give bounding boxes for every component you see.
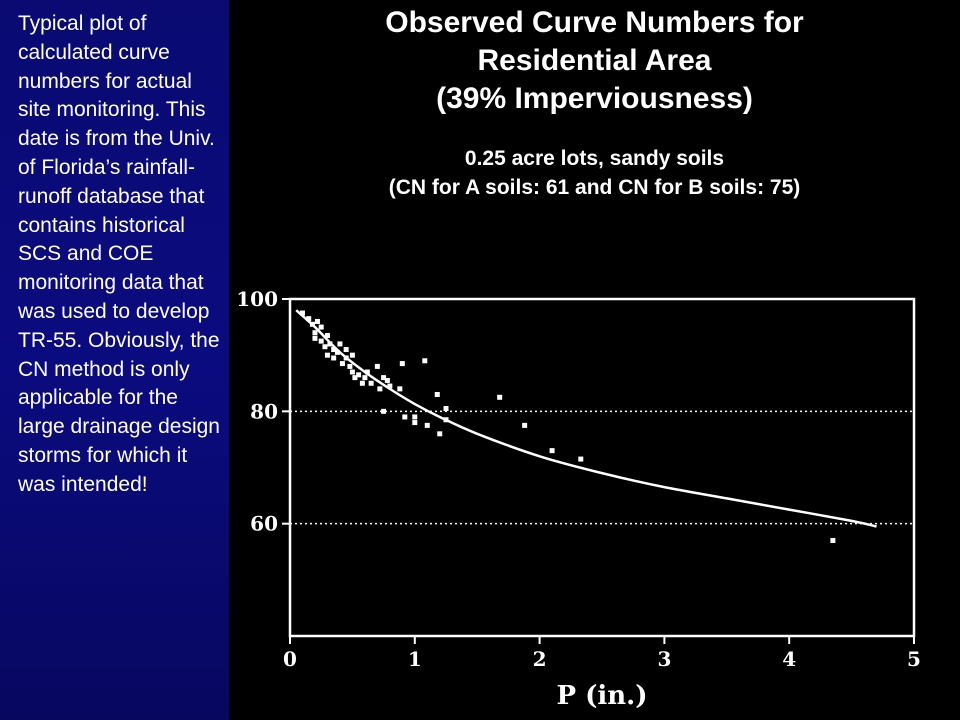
chart-title-line-2: Residential Area bbox=[477, 44, 712, 77]
data-point-39 bbox=[422, 358, 428, 364]
data-point-24 bbox=[359, 380, 365, 386]
data-point-14 bbox=[334, 349, 340, 355]
y-tick-label-60: 60 bbox=[250, 512, 278, 536]
data-point-7 bbox=[318, 338, 324, 344]
chart-subtitle-line-2: (CN for A soils: 61 and CN for B soils: … bbox=[388, 176, 801, 199]
chart-subtitle-line-1: 0.25 acre lots, sandy soils bbox=[464, 147, 725, 170]
data-point-41 bbox=[434, 391, 440, 397]
x-tick-label-1: 1 bbox=[408, 647, 422, 671]
data-point-18 bbox=[349, 352, 355, 358]
data-point-25 bbox=[362, 375, 368, 381]
data-point-42 bbox=[443, 406, 449, 412]
data-point-26 bbox=[364, 369, 370, 375]
data-point-47 bbox=[549, 448, 555, 454]
data-point-43 bbox=[443, 417, 449, 423]
data-point-15 bbox=[337, 341, 343, 347]
data-point-40 bbox=[424, 422, 430, 428]
data-point-4 bbox=[314, 318, 320, 324]
x-tick-label-5: 5 bbox=[907, 647, 921, 671]
data-point-0 bbox=[299, 310, 305, 316]
data-point-31 bbox=[384, 377, 390, 383]
data-point-8 bbox=[322, 344, 328, 350]
data-point-1 bbox=[306, 316, 312, 322]
x-tick-label-2: 2 bbox=[533, 647, 547, 671]
x-axis-label: P (in.) bbox=[556, 681, 647, 711]
data-point-36 bbox=[402, 414, 408, 420]
data-point-46 bbox=[522, 422, 528, 428]
x-tick-label-4: 4 bbox=[782, 647, 796, 671]
data-point-20 bbox=[349, 369, 355, 375]
y-tick-label-100: 100 bbox=[236, 287, 278, 311]
data-point-2 bbox=[309, 321, 315, 327]
plot-frame bbox=[288, 297, 916, 638]
data-point-38 bbox=[412, 414, 418, 420]
data-point-19 bbox=[347, 363, 353, 369]
fitted-curve-line bbox=[295, 309, 877, 528]
chart-title-line-3: (39% Imperviousness) bbox=[436, 82, 753, 115]
data-point-16 bbox=[339, 361, 345, 367]
data-point-5 bbox=[318, 324, 324, 330]
data-point-49 bbox=[830, 538, 836, 544]
data-point-17 bbox=[343, 355, 349, 361]
x-tick-label-0: 0 bbox=[283, 647, 297, 671]
data-point-3 bbox=[312, 330, 318, 336]
data-point-23 bbox=[356, 372, 362, 378]
data-point-28 bbox=[381, 375, 387, 381]
data-point-35 bbox=[381, 408, 387, 414]
data-point-32 bbox=[387, 383, 393, 389]
data-point-44 bbox=[437, 431, 443, 437]
data-point-27 bbox=[374, 363, 380, 369]
point-layer bbox=[299, 310, 836, 544]
y-tick-label-80: 80 bbox=[250, 399, 278, 423]
grid-layer bbox=[290, 298, 914, 525]
data-point-12 bbox=[324, 352, 330, 358]
data-point-48 bbox=[578, 456, 584, 462]
x-tick-label-3: 3 bbox=[657, 647, 671, 671]
data-point-9 bbox=[324, 333, 330, 339]
data-point-22 bbox=[343, 347, 349, 353]
chart-title-line-1: Observed Curve Numbers for bbox=[385, 6, 804, 39]
data-point-11 bbox=[331, 347, 337, 353]
data-point-29 bbox=[368, 380, 374, 386]
data-point-10 bbox=[327, 341, 333, 347]
data-point-45 bbox=[497, 394, 503, 400]
data-point-6 bbox=[312, 335, 318, 341]
data-point-30 bbox=[377, 386, 383, 392]
data-point-21 bbox=[352, 375, 358, 381]
data-point-13 bbox=[331, 355, 337, 361]
tick-layer: 60 80 100 0 1 2 3 4 5 bbox=[236, 287, 921, 671]
side-description: Typical plot of calculated curve numbers… bbox=[18, 12, 220, 496]
data-point-33 bbox=[397, 386, 403, 392]
data-point-37 bbox=[412, 420, 418, 426]
data-point-34 bbox=[399, 361, 405, 367]
